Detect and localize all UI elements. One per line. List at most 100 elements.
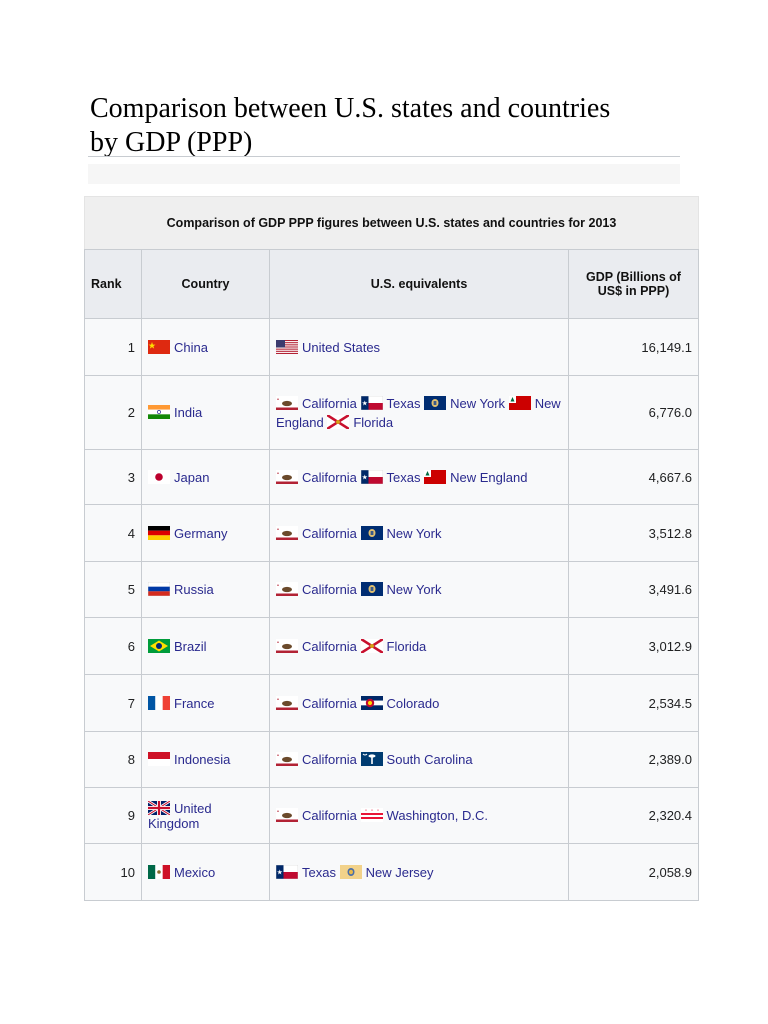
china-flag-icon [148,339,170,354]
us-equivalent-item: Colorado [360,695,440,711]
california-flag-icon [276,525,298,540]
rank-cell: 1 [84,318,142,376]
rank-cell: 5 [84,561,142,618]
country-link[interactable]: China [174,339,208,355]
title-divider [88,156,680,157]
state-link[interactable]: New England [450,469,528,485]
mexico-flag-icon [148,864,170,879]
state-link[interactable]: California [302,752,357,767]
state-link[interactable]: California [302,395,357,411]
country-link[interactable]: India [174,405,203,420]
header-gdp-line-1: GDP (Billions of [586,270,681,284]
state-link[interactable]: Texas [302,864,336,880]
gdp-cell: 2,320.4 [568,787,699,844]
us-equivalents-cell: California Texas New England [269,449,569,505]
new-england-flag-icon [508,395,531,410]
state-link[interactable]: California [302,582,357,597]
gdp-cell: 4,667.6 [568,449,699,505]
country-cell: Russia [141,561,270,618]
state-link[interactable]: New York [450,395,506,411]
gdp-comparison-table: Comparison of GDP PPP figures between U.… [84,196,699,901]
us-equivalent-item: California [276,525,357,541]
table-row: 8 Indonesia California South Carolina 2,389… [84,731,699,788]
gdp-cell: 2,058.9 [568,843,699,901]
rank-cell: 8 [84,731,142,788]
state-link[interactable]: Texas [386,395,421,411]
usa-flag-icon [276,339,298,354]
country-link[interactable]: United Kingdom [148,800,212,831]
florida-flag-icon [327,414,350,429]
us-equivalent-item: New England [424,469,528,485]
california-flag-icon [276,395,298,410]
country-link[interactable]: Germany [174,525,228,541]
us-equivalents-cell: California Florida [269,617,569,675]
table-row: 6 Brazil California Florida 3,012.9 [84,617,699,675]
gdp-cell: 2,389.0 [568,731,699,788]
us-equivalent-item: Texas [276,864,336,880]
rank-cell: 4 [84,504,142,562]
country-link[interactable]: Mexico [174,864,216,880]
country-cell: United Kingdom [141,787,270,844]
state-link[interactable]: Colorado [386,695,440,711]
country-link[interactable]: France [174,695,215,711]
page-title-line-2: by GDP (PPP) [90,127,253,158]
us-equivalents-cell: California New York [269,504,569,562]
state-link[interactable]: South Carolina [386,752,473,767]
state-link[interactable]: Texas [386,469,421,485]
state-link[interactable]: United States [302,339,381,355]
table-row: 3 Japan California Texas New England 4,667.… [84,449,699,505]
us-equivalent-item: California [276,808,357,823]
florida-flag-icon [360,638,383,653]
state-link[interactable]: California [302,469,357,485]
state-link[interactable]: New York [386,582,442,597]
texas-flag-icon [276,864,298,879]
gdp-cell: 16,149.1 [568,318,699,376]
state-link[interactable]: New England [276,395,561,430]
gdp-cell: 3,491.6 [568,561,699,618]
state-link[interactable]: California [302,525,357,541]
state-link[interactable]: California [302,808,357,823]
us-equivalent-item: New York [360,525,442,541]
us-equivalent-item: Washington, D.C. [360,808,488,823]
gdp-cell: 3,512.8 [568,504,699,562]
country-link[interactable]: Japan [174,469,210,485]
rank-cell: 6 [84,617,142,675]
country-link[interactable]: Brazil [174,638,207,654]
state-link[interactable]: Washington, D.C. [386,808,488,823]
state-link[interactable]: Florida [386,638,427,654]
gdp-cell: 3,012.9 [568,617,699,675]
us-equivalent-item: California [276,395,357,411]
country-cell: Germany [141,504,270,562]
california-flag-icon [276,752,298,766]
state-link[interactable]: California [302,695,357,711]
us-equivalent-item: California [276,752,357,767]
header-gdp[interactable]: GDP (Billions of US$ in PPP) [568,249,699,319]
uk-flag-icon [148,800,170,815]
us-equivalent-item: Texas [360,469,421,485]
us-equivalent-item: New York [360,582,442,597]
us-equivalents-cell: California New York [269,561,569,618]
us-equivalent-item: Florida [327,414,394,430]
russia-flag-icon [148,582,170,596]
us-equivalent-item: South Carolina [360,752,473,767]
table-row: 5 Russia California New York 3,491.6 [84,561,699,618]
rank-cell: 2 [84,375,142,450]
state-link[interactable]: New Jersey [365,864,434,880]
south-carolina-flag-icon [360,752,383,766]
country-link[interactable]: Indonesia [174,752,231,767]
us-equivalent-item: Texas [360,395,421,411]
country-link[interactable]: Russia [174,582,214,597]
state-link[interactable]: Florida [353,414,394,430]
rank-cell: 7 [84,674,142,732]
header-us-equivalents[interactable]: U.S. equivalents [269,249,569,319]
country-cell: Brazil [141,617,270,675]
california-flag-icon [276,695,298,710]
us-equivalent-item: California [276,695,357,711]
header-country[interactable]: Country [141,249,270,319]
state-link[interactable]: California [302,638,357,654]
rank-cell: 9 [84,787,142,844]
header-rank[interactable]: Rank [84,249,142,319]
table-row: 2 India California Texas New York New Engl… [84,375,699,450]
state-link[interactable]: New York [386,525,442,541]
table-row: 10 Mexico Texas New Jersey 2,058.9 [84,843,699,901]
